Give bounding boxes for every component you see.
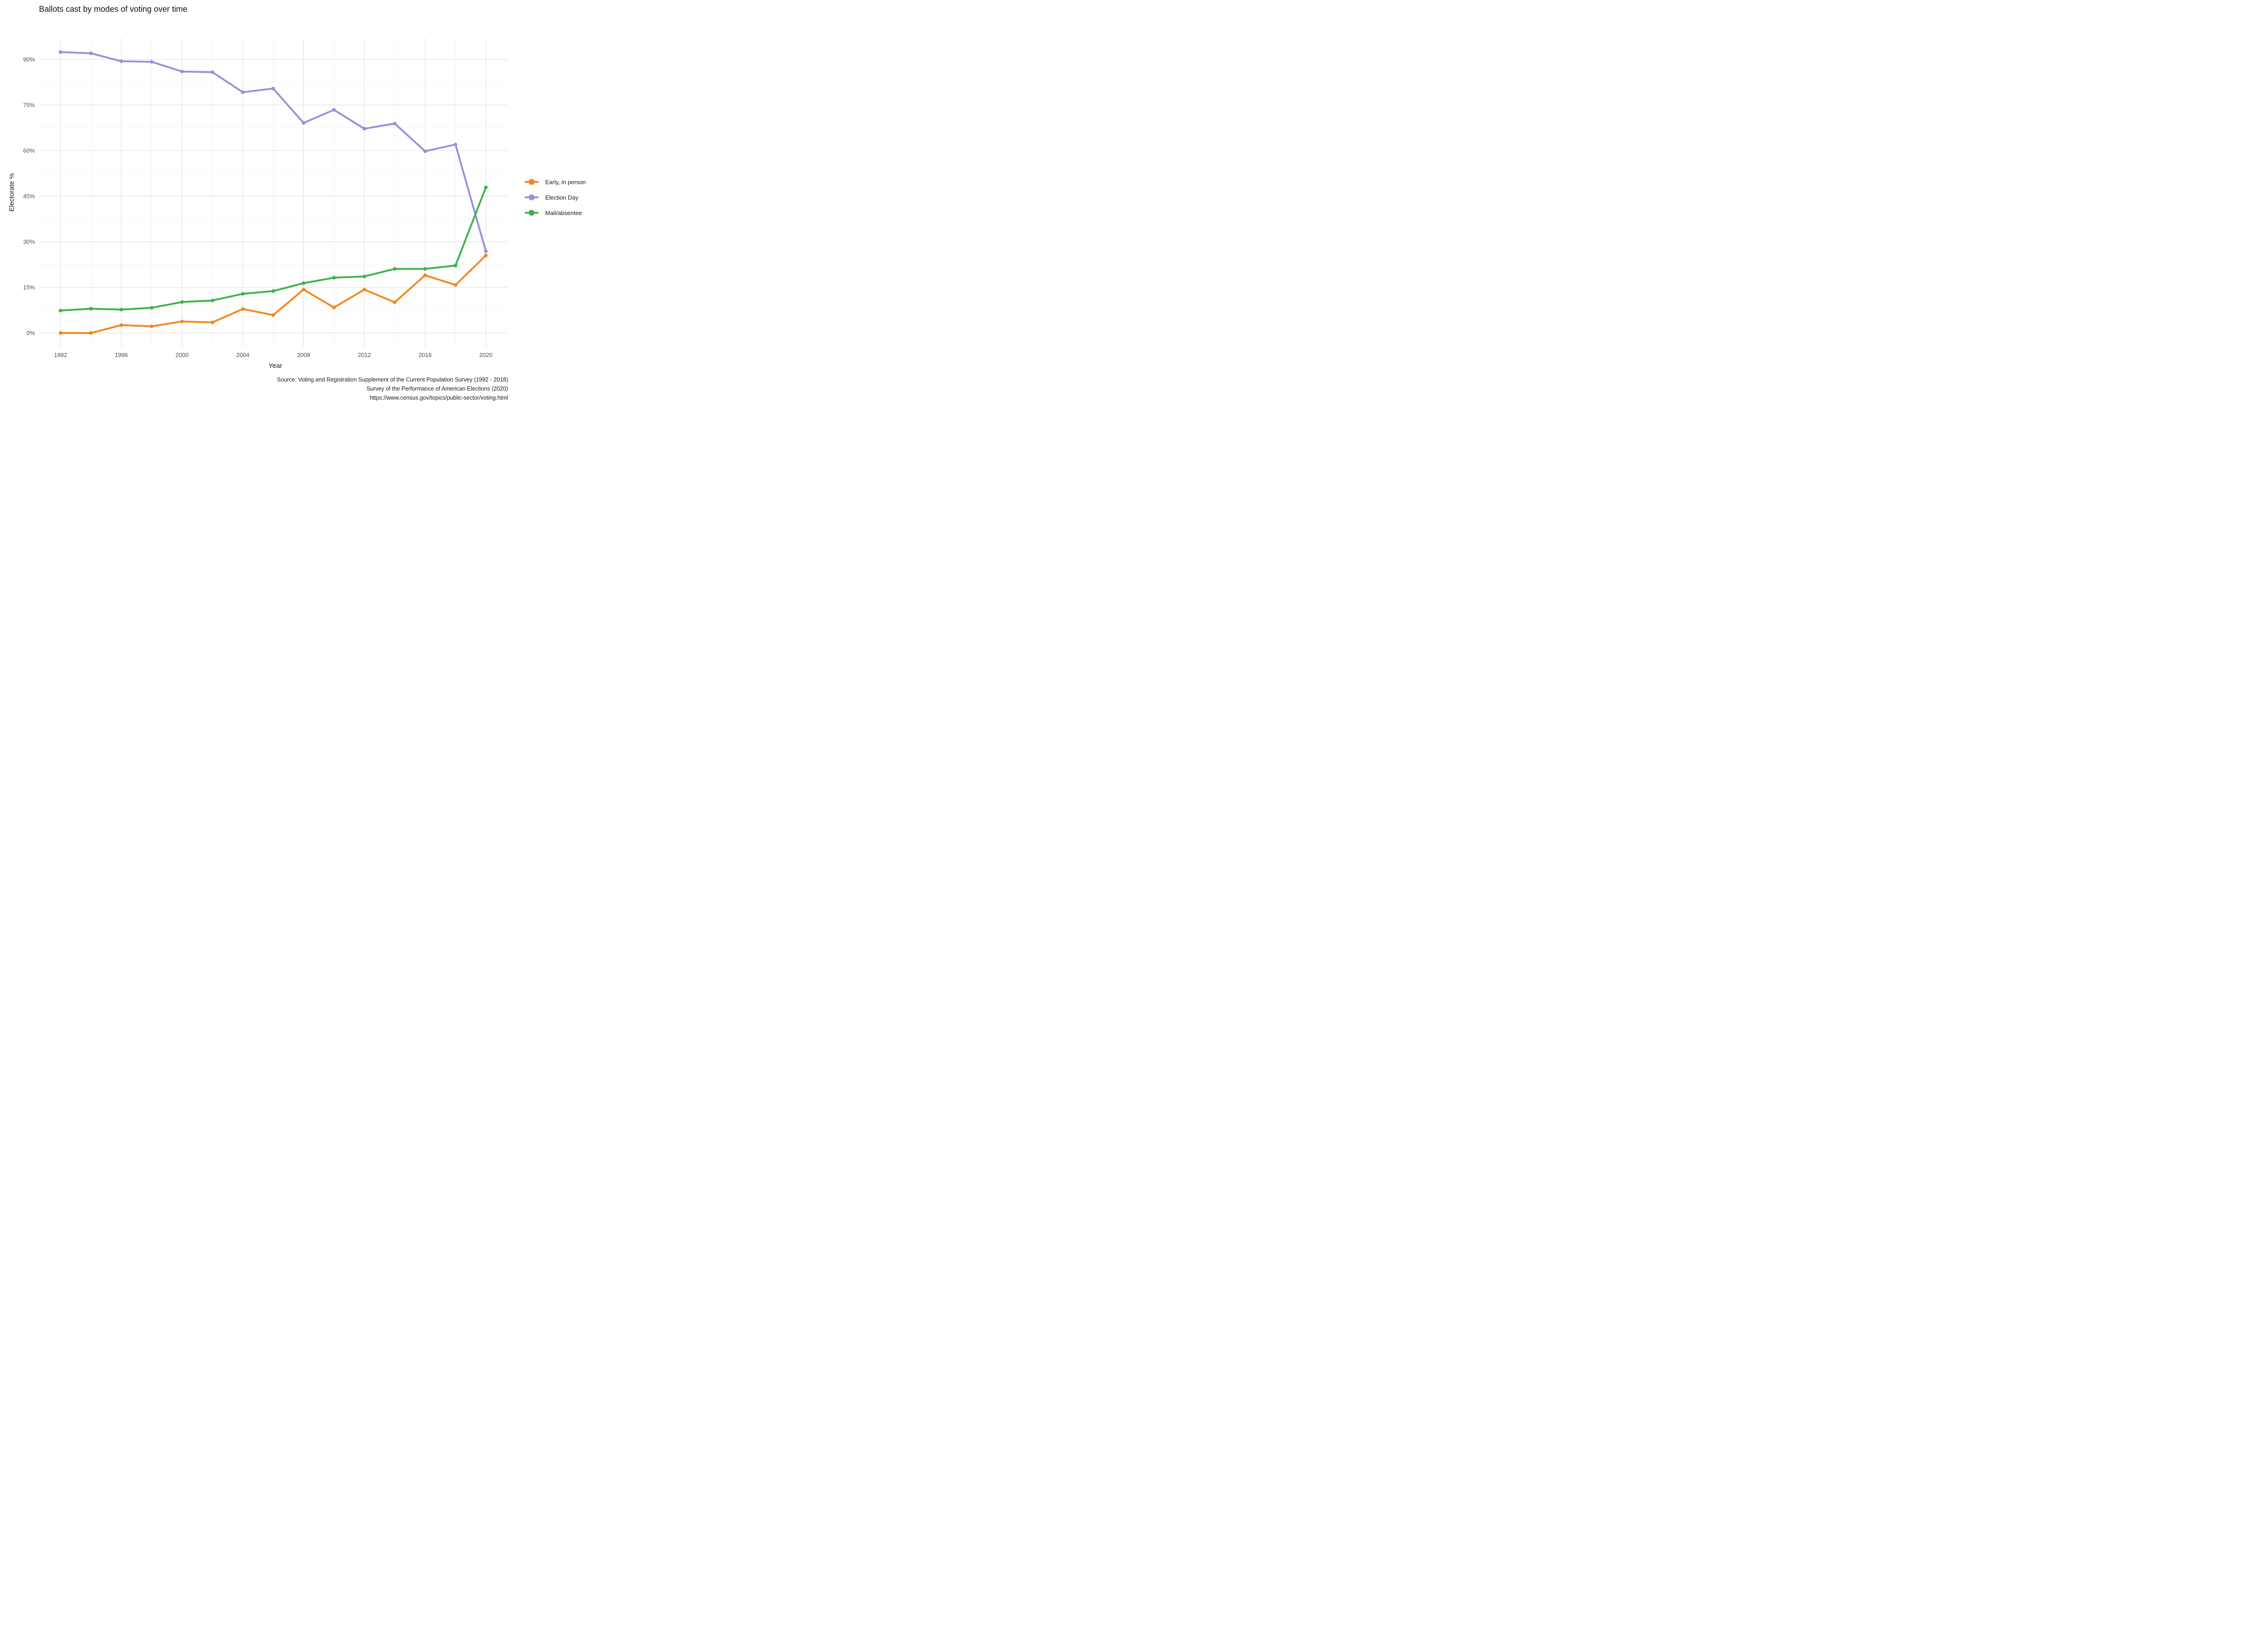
data-point-election-day-2010: [332, 108, 336, 112]
data-point-election-day-2018: [454, 142, 458, 147]
data-point-early-in-person-2004: [241, 307, 245, 311]
data-point-mail-absentee-2008: [302, 281, 306, 285]
y-tick-label: 15%: [23, 284, 35, 291]
data-point-election-day-2000: [180, 69, 184, 73]
legend-item-election-day: Election Day: [525, 190, 586, 205]
x-tick-label: 1992: [54, 352, 67, 358]
x-tick-label: 2000: [176, 352, 189, 358]
gridlines-minor: [39, 38, 507, 347]
data-point-election-day-1994: [89, 51, 93, 55]
legend-label: Mail/absentee: [545, 209, 582, 216]
data-point-election-day-1996: [119, 59, 123, 63]
data-point-election-day-1998: [150, 60, 154, 64]
legend-item-early-in-person: Early, in person: [525, 174, 586, 190]
legend-label: Early, in person: [545, 178, 586, 186]
data-point-election-day-2008: [302, 121, 306, 125]
data-point-election-day-2004: [241, 90, 245, 94]
x-axis-title: Year: [268, 362, 283, 370]
y-tick-label: 45%: [23, 193, 35, 200]
y-tick-label: 90%: [23, 56, 35, 63]
data-point-early-in-person-1996: [119, 323, 123, 327]
caption-line-1: Source: Voting and Registration Suppleme…: [277, 376, 508, 383]
legend-item-mail-absentee: Mail/absentee: [525, 205, 586, 220]
caption-line-2: Survey of the Performance of American El…: [367, 386, 508, 392]
data-point-mail-absentee-2010: [332, 276, 336, 280]
x-tick-label: 2004: [236, 352, 249, 358]
series-mail-absentee: [59, 186, 488, 313]
data-point-election-day-2020: [484, 249, 488, 253]
legend-key-line-dot-icon: [525, 179, 538, 185]
source-caption: Source: Voting and Registration Suppleme…: [277, 375, 508, 402]
legend-key-line-dot-icon: [525, 210, 538, 216]
x-tick-label: 2012: [358, 352, 371, 358]
series-lines: [59, 50, 488, 335]
data-point-election-day-2014: [393, 122, 397, 126]
x-tick-label: 1996: [115, 352, 128, 358]
data-point-early-in-person-2006: [271, 313, 275, 317]
legend-key-line-dot-icon: [525, 194, 538, 200]
data-point-mail-absentee-2006: [271, 289, 275, 293]
data-point-early-in-person-2002: [210, 320, 215, 324]
data-point-early-in-person-2012: [362, 288, 367, 292]
y-tick-label: 75%: [23, 102, 35, 108]
data-point-mail-absentee-2004: [241, 292, 245, 296]
data-point-mail-absentee-1992: [59, 308, 63, 313]
data-point-mail-absentee-2020: [484, 186, 488, 190]
data-point-early-in-person-2008: [302, 288, 306, 292]
axis-tick-labels: 1992 1996 2000 2004 2008 2012 2016 2020 0% 15% 30%…: [23, 56, 493, 358]
data-point-mail-absentee-2014: [393, 267, 397, 271]
y-tick-label: 60%: [23, 147, 35, 154]
x-tick-label: 2020: [479, 352, 493, 358]
data-point-mail-absentee-2000: [180, 300, 184, 304]
data-point-election-day-2006: [271, 87, 275, 91]
data-point-election-day-1992: [59, 50, 63, 54]
data-point-mail-absentee-2002: [210, 298, 215, 303]
data-point-mail-absentee-2018: [454, 264, 458, 268]
series-election-day: [59, 50, 488, 253]
data-point-early-in-person-1998: [150, 324, 154, 328]
data-point-mail-absentee-1994: [89, 307, 93, 311]
legend-label: Election Day: [545, 194, 578, 201]
plot-page: Ballots cast by modes of voting over tim…: [0, 0, 612, 408]
data-point-election-day-2002: [210, 70, 215, 74]
data-point-early-in-person-2000: [180, 319, 184, 323]
data-point-election-day-2012: [362, 127, 367, 131]
data-point-early-in-person-2016: [423, 273, 427, 277]
x-tick-label: 2008: [297, 352, 310, 358]
y-axis-title: Electorate %: [8, 173, 16, 212]
caption-line-3: https://www.census.gov/topics/public-sec…: [370, 395, 508, 401]
data-point-early-in-person-1992: [59, 331, 63, 335]
chart-canvas: 1992 1996 2000 2004 2008 2012 2016 2020 0% 15% 30%…: [23, 38, 507, 358]
data-point-election-day-2016: [423, 149, 427, 153]
y-tick-label: 30%: [23, 239, 35, 245]
data-point-early-in-person-2018: [454, 283, 458, 287]
data-point-early-in-person-1994: [89, 331, 93, 335]
legend: Early, in person Election Day Mail/absen…: [525, 174, 586, 220]
x-tick-label: 2016: [419, 352, 432, 358]
series-early-in-person: [59, 254, 488, 335]
data-point-early-in-person-2020: [484, 254, 488, 258]
data-point-mail-absentee-2016: [423, 267, 427, 271]
data-point-early-in-person-2010: [332, 305, 336, 309]
data-point-mail-absentee-1996: [119, 308, 123, 312]
chart-title: Ballots cast by modes of voting over tim…: [39, 5, 188, 14]
data-point-early-in-person-2014: [393, 300, 397, 304]
data-point-mail-absentee-1998: [150, 306, 154, 310]
data-point-mail-absentee-2012: [362, 274, 367, 279]
y-tick-label: 0%: [26, 330, 35, 337]
